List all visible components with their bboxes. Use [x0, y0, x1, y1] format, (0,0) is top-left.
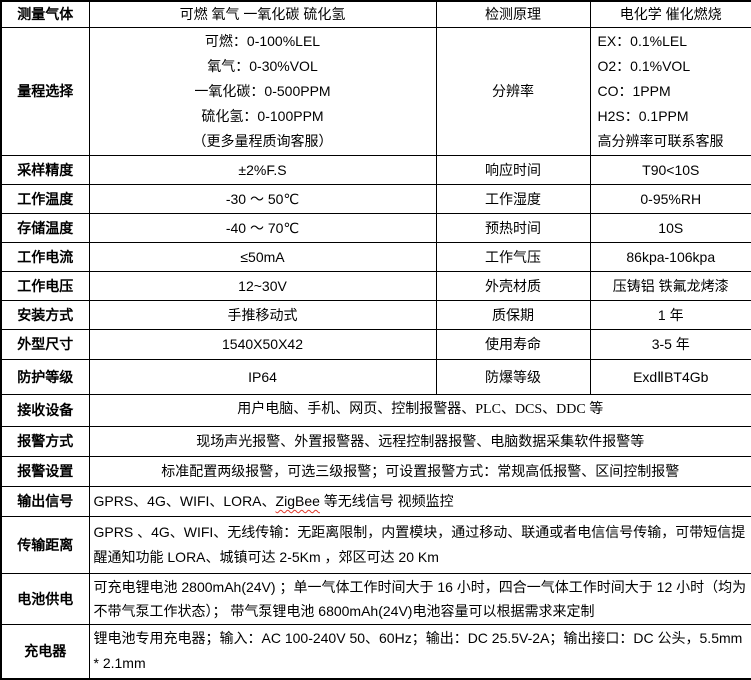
- spec-value: -40 ～ 70℃: [88, 212, 437, 243]
- spec-value: 手推移动式: [88, 299, 437, 330]
- spec-value-merged: GPRS 、4G、WIFI、无线传输：无距离限制，内置模块，通过移动、联通或者电…: [88, 515, 751, 574]
- spec-value: ≤50mA: [88, 241, 437, 272]
- table-row: 量程选择 可燃：0-100%LEL 氧气：0-30%VOL 一氧化碳：0-500PPM…: [0, 26, 751, 156]
- spec-value-text: 等无线信号 视频监控: [319, 493, 454, 509]
- spec-value-line: 一氧化碳：0-500PPM: [194, 82, 331, 99]
- row-label: 安装方式: [0, 299, 90, 330]
- spec-value-right: 压铸铝 铁氟龙烤漆: [589, 270, 751, 301]
- spec-value-line: O2：0.1%VOL: [597, 57, 691, 74]
- row-label-right: 分辨率: [435, 26, 591, 156]
- row-label: 工作温度: [0, 183, 90, 214]
- spec-value-merged: 锂电池专用充电器；输入：AC 100-240V 50、60Hz；输出：DC 25…: [88, 623, 751, 680]
- row-label: 报警方式: [0, 425, 90, 457]
- row-label: 工作电压: [0, 270, 90, 301]
- spec-value: IP64: [88, 358, 437, 395]
- spec-value-line: EX：0.1%LEL: [597, 32, 688, 49]
- table-row: 输出信号 GPRS、4G、WIFI、LORA、ZigBee 等无线信号 视频监控: [0, 485, 751, 517]
- spec-value-line: （更多量程质询客服）: [192, 132, 333, 149]
- spec-value-right: 电化学 催化燃烧: [589, 0, 751, 28]
- row-label-right: 响应时间: [435, 154, 591, 185]
- spec-value: 1540X50X42: [88, 328, 437, 360]
- spec-value: 12~30V: [88, 270, 437, 301]
- row-label: 防护等级: [0, 358, 90, 395]
- spec-value-right: 3-5 年: [589, 328, 751, 360]
- row-label: 工作电流: [0, 241, 90, 272]
- spec-value-right: T90<10S: [589, 154, 751, 185]
- table-row: 工作电流 ≤50mA 工作气压 86kpa-106kpa: [0, 241, 751, 272]
- row-label: 量程选择: [0, 26, 90, 156]
- row-label-right: 预热时间: [435, 212, 591, 243]
- row-label-right: 检测原理: [435, 0, 591, 28]
- spec-value: -30 ～ 50℃: [88, 183, 437, 214]
- spec-value-right: 1 年: [589, 299, 751, 330]
- table-row: 采样精度 ±2%F.S 响应时间 T90<10S: [0, 154, 751, 185]
- row-label: 接收设备: [0, 393, 90, 427]
- row-label-right: 工作气压: [435, 241, 591, 272]
- table-row: 报警方式 现场声光报警、外置报警器、远程控制器报警、电脑数据采集软件报警等: [0, 425, 751, 457]
- row-label-right: 质保期: [435, 299, 591, 330]
- row-label-right: 工作湿度: [435, 183, 591, 214]
- row-label: 外型尺寸: [0, 328, 90, 360]
- row-label: 输出信号: [0, 485, 90, 517]
- row-label: 报警设置: [0, 455, 90, 487]
- table-row: 电池供电 可充电锂电池 2800mAh(24V) ；单一气体工作时间大于 16 小…: [0, 572, 751, 625]
- spec-value-right: 0-95%RH: [589, 183, 751, 214]
- row-label: 测量气体: [0, 0, 90, 28]
- spec-value-text: GPRS、4G、WIFI、LORA、: [93, 493, 276, 509]
- spec-value-line: CO：1PPM: [597, 82, 671, 99]
- row-label-right: 防爆等级: [435, 358, 591, 395]
- row-label-right: 使用寿命: [435, 328, 591, 360]
- spec-value-right: ExdⅡBT4Gb: [589, 358, 751, 395]
- spec-value-right: 10S: [589, 212, 751, 243]
- table-row: 工作温度 -30 ～ 50℃ 工作湿度 0-95%RH: [0, 183, 751, 214]
- table-row: 报警设置 标准配置两级报警，可选三级报警；可设置报警方式：常规高低报警、区间控制报…: [0, 455, 751, 487]
- spec-value-merged: GPRS、4G、WIFI、LORA、ZigBee 等无线信号 视频监控: [88, 485, 751, 517]
- spec-value-line: H2S：0.1PPM: [597, 107, 689, 124]
- table-row: 传输距离 GPRS 、4G、WIFI、无线传输：无距离限制，内置模块，通过移动、联…: [0, 515, 751, 574]
- spec-value: 可燃：0-100%LEL 氧气：0-30%VOL 一氧化碳：0-500PPM 硫化氢：…: [88, 26, 437, 156]
- table-row: 外型尺寸 1540X50X42 使用寿命 3-5 年: [0, 328, 751, 360]
- spec-value: 可燃 氧气 一氧化碳 硫化氢: [88, 0, 437, 28]
- row-label: 采样精度: [0, 154, 90, 185]
- table-row: 充电器 锂电池专用充电器；输入：AC 100-240V 50、60Hz；输出：DC…: [0, 623, 751, 680]
- spec-value-line: 高分辨率可联系客服: [597, 132, 724, 149]
- spec-value-line: 氧气：0-30%VOL: [207, 57, 318, 74]
- spec-value-right: EX：0.1%LEL O2：0.1%VOL CO：1PPM H2S：0.1PPM 高分辨…: [589, 26, 751, 156]
- table-row: 存储温度 -40 ～ 70℃ 预热时间 10S: [0, 212, 751, 243]
- row-label: 存储温度: [0, 212, 90, 243]
- table-row: 测量气体 可燃 氧气 一氧化碳 硫化氢 检测原理 电化学 催化燃烧: [0, 0, 751, 28]
- row-label-right: 外壳材质: [435, 270, 591, 301]
- spec-value-right: 86kpa-106kpa: [589, 241, 751, 272]
- spec-value: ±2%F.S: [88, 154, 437, 185]
- spec-value-line: 硫化氢：0-100PPM: [201, 107, 324, 124]
- row-label: 充电器: [0, 623, 90, 680]
- table-row: 接收设备 用户电脑、手机、网页、控制报警器、PLC、DCS、DDC 等: [0, 393, 751, 427]
- spec-value-merged: 用户电脑、手机、网页、控制报警器、PLC、DCS、DDC 等: [88, 393, 751, 427]
- spec-value-merged: 现场声光报警、外置报警器、远程控制器报警、电脑数据采集软件报警等: [88, 425, 751, 457]
- spec-value-merged: 标准配置两级报警，可选三级报警；可设置报警方式：常规高低报警、区间控制报警: [88, 455, 751, 487]
- spec-value-line: 可燃：0-100%LEL: [204, 32, 321, 49]
- table-row: 防护等级 IP64 防爆等级 ExdⅡBT4Gb: [0, 358, 751, 395]
- row-label: 电池供电: [0, 572, 90, 625]
- table-row: 工作电压 12~30V 外壳材质 压铸铝 铁氟龙烤漆: [0, 270, 751, 301]
- spec-value-merged: 可充电锂电池 2800mAh(24V) ；单一气体工作时间大于 16 小时，四合…: [88, 572, 751, 625]
- spellcheck-underlined-word: ZigBee: [275, 493, 320, 509]
- row-label: 传输距离: [0, 515, 90, 574]
- table-row: 安装方式 手推移动式 质保期 1 年: [0, 299, 751, 330]
